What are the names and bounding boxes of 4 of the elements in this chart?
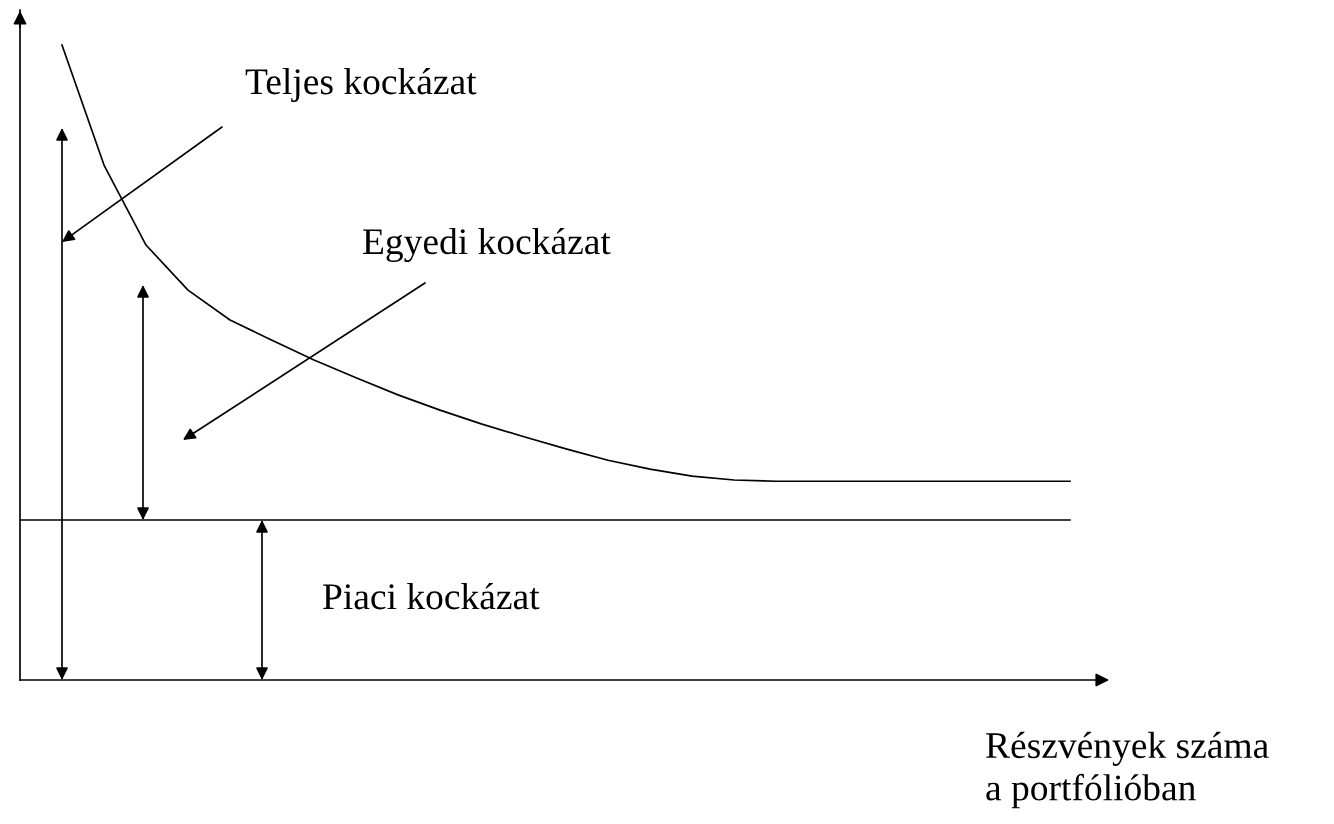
annotation: Piaci kockázat	[323, 582, 540, 610]
annotation: Teljes kockázat	[245, 67, 477, 103]
annotation: Egyedi kockázat	[363, 227, 611, 263]
x-axis-title: Részvények száma a portfólióban	[986, 731, 1269, 809]
